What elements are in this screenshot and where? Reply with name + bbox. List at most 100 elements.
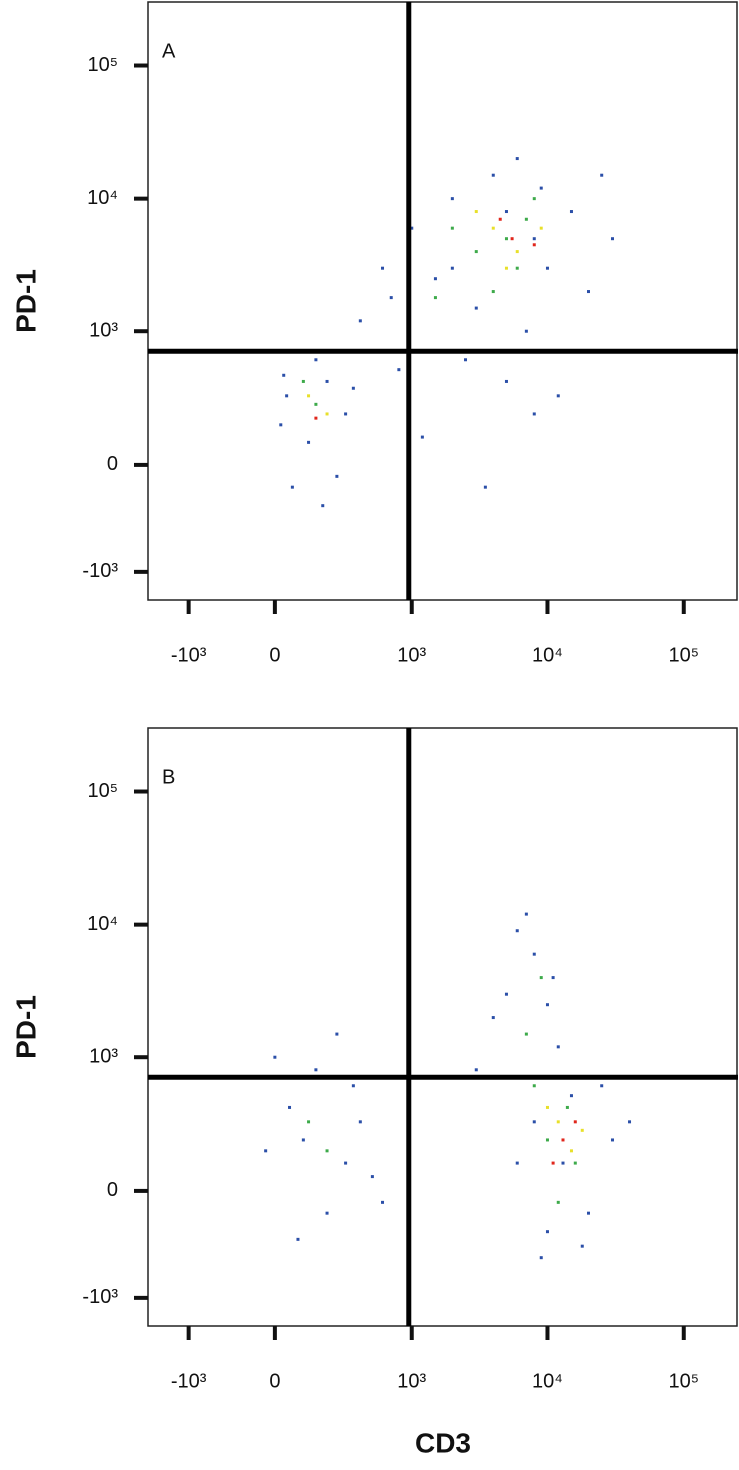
event-dot xyxy=(524,912,528,916)
event-dot xyxy=(351,386,355,390)
event-dot xyxy=(556,1045,560,1049)
event-dot xyxy=(504,237,508,241)
event-dot xyxy=(351,1084,355,1088)
event-dot xyxy=(504,210,508,214)
event-dot xyxy=(551,1161,555,1165)
event-dot xyxy=(573,1120,577,1124)
event-dot xyxy=(545,266,549,270)
event-dot xyxy=(569,210,573,214)
event-dot xyxy=(307,440,311,444)
event-dot xyxy=(279,423,283,427)
x-tick-label: 10⁴ xyxy=(532,1370,563,1392)
event-dot xyxy=(433,277,437,281)
event-dot xyxy=(586,290,590,294)
event-dot xyxy=(314,402,318,406)
event-dot xyxy=(600,1084,604,1088)
event-dot xyxy=(433,296,437,300)
event-dot xyxy=(565,1105,569,1109)
y-tick-label: 10⁵ xyxy=(87,780,118,802)
event-dot xyxy=(296,1237,300,1241)
event-dot xyxy=(370,1175,374,1179)
event-dot xyxy=(498,217,502,221)
event-dot xyxy=(314,1068,318,1072)
event-dot xyxy=(358,1120,362,1124)
event-dot xyxy=(491,290,495,294)
event-dot xyxy=(515,157,519,161)
y-tick-label: 10³ xyxy=(89,319,118,341)
event-dot xyxy=(464,358,468,362)
event-dot xyxy=(532,243,536,247)
event-dot xyxy=(307,1120,311,1124)
y-tick-label: 10⁴ xyxy=(87,913,118,935)
panel-label: A xyxy=(162,40,176,62)
event-dot xyxy=(314,416,318,420)
y-axis-title: PD-1 xyxy=(10,269,41,333)
event-dot xyxy=(344,1161,348,1165)
event-dot xyxy=(273,1055,277,1059)
event-dot xyxy=(532,952,536,956)
event-dot xyxy=(474,210,478,214)
event-dot xyxy=(301,1138,305,1142)
event-dot xyxy=(474,306,478,310)
event-dot xyxy=(515,929,519,933)
event-dot xyxy=(450,226,454,230)
event-dot xyxy=(504,266,508,270)
event-dot xyxy=(532,1084,536,1088)
event-dot xyxy=(321,504,325,508)
event-dot xyxy=(524,1032,528,1036)
event-dot xyxy=(532,412,536,416)
event-dot xyxy=(545,1105,549,1109)
event-dot xyxy=(381,266,385,270)
event-dot xyxy=(510,237,514,241)
y-tick-label: 0 xyxy=(107,453,118,475)
x-tick-label: 10⁵ xyxy=(668,644,699,666)
x-tick-label: -10³ xyxy=(171,644,207,666)
event-dot xyxy=(569,1149,573,1153)
event-dot xyxy=(610,1138,614,1142)
x-tick-label: 10³ xyxy=(397,1370,426,1392)
event-dot xyxy=(532,237,536,241)
event-dot xyxy=(325,1149,329,1153)
event-dot xyxy=(545,1230,549,1234)
event-dot xyxy=(524,217,528,221)
event-dot xyxy=(556,1120,560,1124)
event-dot xyxy=(325,379,329,383)
event-dot xyxy=(545,1138,549,1142)
event-dot xyxy=(532,1120,536,1124)
x-tick-label: 10⁴ xyxy=(532,644,563,666)
event-dot xyxy=(561,1161,565,1165)
event-dot xyxy=(539,186,543,190)
event-dot xyxy=(556,1200,560,1204)
y-axis-title: PD-1 xyxy=(10,995,41,1059)
event-dot xyxy=(410,226,414,230)
event-dot xyxy=(288,1105,292,1109)
event-dot xyxy=(290,485,294,489)
event-dot xyxy=(515,1161,519,1165)
plot-frame xyxy=(147,1,738,601)
event-dot xyxy=(285,394,289,398)
event-dot xyxy=(335,474,339,478)
event-dot xyxy=(539,976,543,980)
event-dot xyxy=(301,379,305,383)
event-dot xyxy=(532,197,536,201)
event-dot xyxy=(491,226,495,230)
event-dot xyxy=(580,1128,584,1132)
event-dot xyxy=(474,1068,478,1072)
y-tick-label: 10³ xyxy=(89,1045,118,1067)
event-dot xyxy=(569,1094,573,1098)
event-dot xyxy=(389,296,393,300)
event-dot xyxy=(504,992,508,996)
event-dot xyxy=(483,485,487,489)
event-dot xyxy=(491,1016,495,1020)
event-dot xyxy=(282,373,286,377)
x-tick-label: 0 xyxy=(269,644,280,666)
event-dot xyxy=(474,250,478,254)
x-tick-label: 10⁵ xyxy=(668,1370,699,1392)
y-tick-label: 10⁵ xyxy=(87,54,118,76)
event-dot xyxy=(491,173,495,177)
event-dot xyxy=(539,1256,543,1260)
event-dot xyxy=(420,435,424,439)
event-dot xyxy=(335,1032,339,1036)
event-dot xyxy=(580,1244,584,1248)
